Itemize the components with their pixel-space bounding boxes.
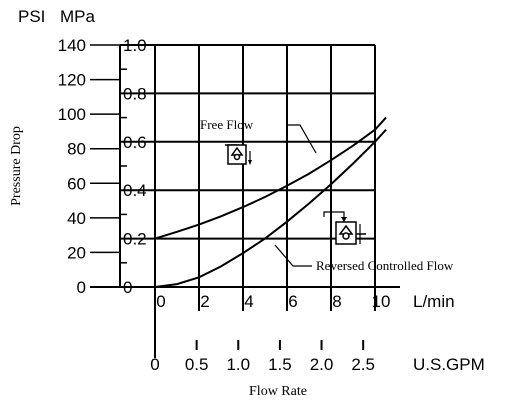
free-flow-leader [288, 124, 317, 154]
x-axis-title: Flow Rate [249, 384, 307, 399]
x2-tick-label: 1.0 [226, 355, 250, 374]
y-tick-label: 120 [58, 71, 86, 90]
y2-tick-label: 0 [123, 278, 132, 297]
x-tick-label: 8 [332, 292, 341, 311]
series-label-reversed-controlled-flow: Reversed Controlled Flow [316, 258, 454, 273]
x2-unit-usgpm: U.S.GPM [413, 355, 485, 374]
x-tick-label: 10 [372, 292, 391, 311]
series-label-free-flow: Free Flow [200, 117, 254, 132]
x-tick-label: 2 [200, 292, 209, 311]
y-tick-label: 20 [67, 243, 86, 262]
y-tick-label: 60 [67, 174, 86, 193]
x2-tick-label: 0 [150, 355, 159, 374]
series-line-free-flow [154, 116, 387, 240]
y-tick-label: 80 [67, 140, 86, 159]
controlled-check-valve-icon [323, 211, 366, 245]
series-lines [154, 116, 387, 288]
check-valve-icon [225, 144, 252, 165]
x-tick-label: 6 [288, 292, 297, 311]
y2-tick-label: 1.0 [123, 36, 147, 55]
y2-unit-mpa: MPa [60, 7, 96, 26]
x-tick-label: 4 [244, 292, 253, 311]
y-tick-label: 0 [77, 278, 86, 297]
y-tick-label: 100 [58, 105, 86, 124]
y2-tick-label: 0.8 [123, 84, 147, 103]
y-tick-label: 140 [58, 36, 86, 55]
y-axis-title: Pressure Drop [9, 126, 24, 206]
y2-tick-label: 0.6 [123, 133, 147, 152]
grid-lines [120, 44, 376, 311]
x2-tick-label: 0.5 [185, 355, 209, 374]
x-tick-label: 0 [156, 292, 165, 311]
x-unit-lmin: L/min [413, 292, 455, 311]
series-line-reversed-controlled-flow [154, 129, 387, 288]
y2-tick-label: 0.2 [123, 230, 147, 249]
x2-tick-label: 2.5 [351, 355, 375, 374]
x2-tick-label: 1.5 [268, 355, 292, 374]
x2-tick-label: 2.0 [310, 355, 334, 374]
y-unit-psi: PSI [18, 7, 45, 26]
y-tick-label: 40 [67, 209, 86, 228]
reversed-flow-leader [274, 244, 312, 267]
y2-tick-label: 0.4 [123, 181, 147, 200]
